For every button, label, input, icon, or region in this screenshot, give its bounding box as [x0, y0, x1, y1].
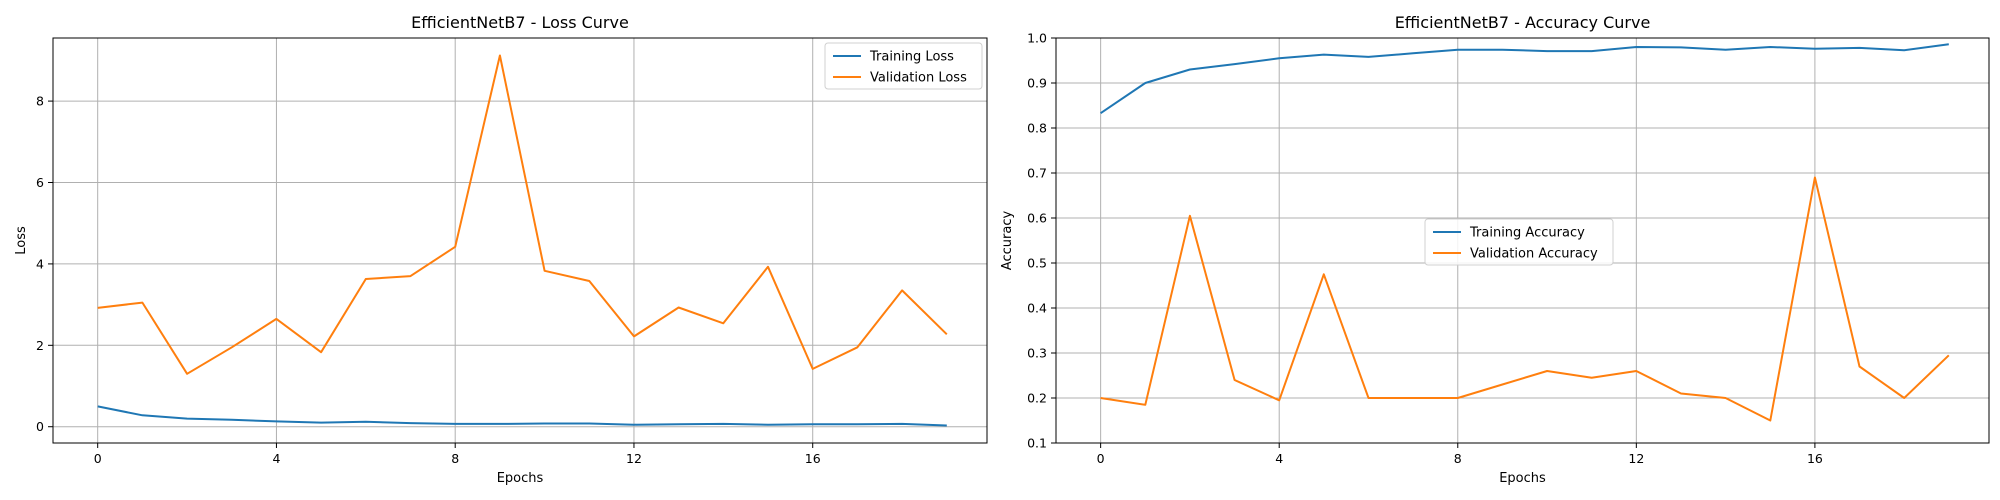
- x-tick-label: 12: [626, 451, 642, 466]
- series-line-training-loss: [97, 405, 947, 427]
- y-tick-label: 0.2: [1027, 391, 1047, 406]
- y-tick-label: 0.4: [1027, 301, 1047, 316]
- legend-entry-label: Training Accuracy: [1469, 226, 1585, 241]
- y-tick-label: 0: [36, 419, 44, 434]
- series-line-validation-loss: [97, 54, 948, 375]
- x-tick-label: 4: [1275, 451, 1283, 466]
- legend-entry-label: Validation Loss: [870, 71, 967, 86]
- x-tick-label: 8: [1454, 451, 1462, 466]
- x-tick-label: 12: [1628, 451, 1644, 466]
- y-axis-label: Accuracy: [1000, 211, 1015, 271]
- legend-entry-label: Training Loss: [869, 50, 954, 65]
- plot-frame: [52, 37, 988, 444]
- accuracy-chart: 0 4 8 12 16 0.1 0.2 0.3 0.4 0.5 0.6 0.7 0.8 0.9 1.0 Eff…: [1000, 13, 1990, 486]
- x-tick-label: 16: [1807, 451, 1823, 466]
- y-tick-label: 6: [36, 175, 44, 190]
- chart-title: EfficientNetB7 - Accuracy Curve: [1395, 13, 1651, 32]
- x-axis-label: Epochs: [497, 471, 544, 486]
- y-tick-label: 0.5: [1027, 256, 1047, 271]
- x-tick-label: 16: [805, 451, 821, 466]
- legend-entry-label: Validation Accuracy: [1470, 247, 1598, 262]
- y-tick-label: 0.6: [1027, 211, 1047, 226]
- y-tick-label: 0.7: [1027, 166, 1047, 181]
- x-tick-label: 4: [272, 451, 280, 466]
- x-tick-label: 0: [1097, 451, 1105, 466]
- x-axis-label: Epochs: [1499, 471, 1546, 486]
- y-tick-label: 8: [36, 94, 44, 109]
- y-tick-label: 0.3: [1027, 346, 1047, 361]
- plot-frame: [1055, 37, 1990, 444]
- legend: Training Loss Validation Loss: [824, 42, 983, 90]
- x-tick-label: 8: [451, 451, 459, 466]
- legend: Training Accuracy Validation Accuracy: [1424, 218, 1614, 266]
- x-tick-label: 0: [94, 451, 102, 466]
- y-tick-label: 4: [36, 256, 44, 271]
- y-tick-label: 2: [36, 338, 44, 353]
- y-tick-label: 0.8: [1027, 121, 1047, 136]
- legend-box: [824, 42, 983, 90]
- series-line-validation-accuracy: [1100, 176, 1950, 422]
- y-tick-label: 0.9: [1027, 76, 1047, 91]
- loss-chart: 0 4 8 12 16 0 2 4 6 8 EfficientNetB7 - Loss Curve E…: [14, 13, 988, 486]
- series-line-training-accuracy: [1100, 43, 1949, 115]
- chart-title: EfficientNetB7 - Loss Curve: [411, 13, 629, 32]
- y-tick-label: 1.0: [1027, 31, 1047, 46]
- legend-box: [1424, 218, 1614, 266]
- y-tick-label: 0.1: [1027, 436, 1047, 451]
- y-axis-label: Loss: [14, 226, 29, 255]
